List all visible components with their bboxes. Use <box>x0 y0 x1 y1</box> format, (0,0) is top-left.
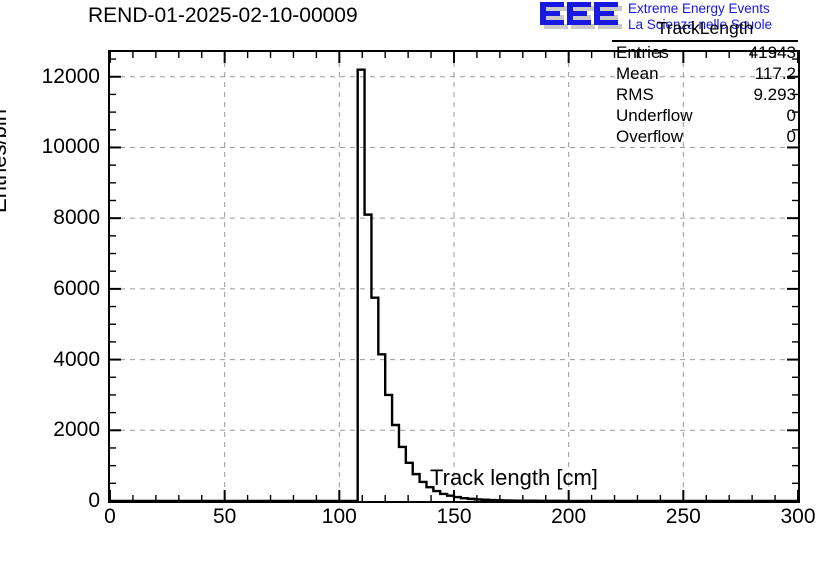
eee-logo-shadow <box>544 6 622 29</box>
stats-row-key: Underflow <box>616 106 693 125</box>
stats-row-value: 0 <box>786 106 796 125</box>
x-tick-label: 50 <box>212 505 237 528</box>
y-tick-label: 2000 <box>53 418 100 442</box>
x-tick-label: 100 <box>321 505 357 528</box>
page-title: REND-01-2025-02-10-00009 <box>88 4 358 27</box>
stats-row: Underflow 0 <box>612 105 798 126</box>
y-tick-label: 4000 <box>53 347 100 371</box>
gridlines <box>110 52 798 501</box>
stats-row: Mean 117.2 <box>612 63 798 84</box>
stats-row-value: 117.2 <box>754 64 796 83</box>
stats-row-key: RMS <box>616 85 654 104</box>
stats-row-key: Entries <box>616 43 669 62</box>
stats-row-value: 0 <box>786 127 796 146</box>
stats-box: TrackLength Entries 41943 Mean 117.2 RMS 9.29… <box>612 18 798 147</box>
x-axis-title: Track length [cm] <box>430 465 598 490</box>
stats-row: Entries 41943 <box>612 42 798 63</box>
plot-area <box>110 52 798 501</box>
x-tick-label: 200 <box>551 505 587 528</box>
eee-logo: Extreme Energy Events La Scienza nelle S… <box>540 1 836 37</box>
x-tick-label: 250 <box>665 505 701 528</box>
stats-row-key: Mean <box>616 64 659 83</box>
axis-ticks <box>110 52 798 501</box>
x-tick-label: 300 <box>780 505 816 528</box>
stats-row: Overflow 0 <box>612 126 798 147</box>
histogram-outline <box>110 68 798 501</box>
y-tick-label: 0 <box>88 489 100 512</box>
eee-logo-line1: Extreme Energy Events <box>628 1 770 16</box>
y-tick-label: 10000 <box>41 135 100 159</box>
stats-title: TrackLength <box>612 18 798 42</box>
plot-frame <box>108 50 800 503</box>
stats-row-value: 9.293 <box>753 85 796 104</box>
stats-row-value: 41943 <box>748 43 796 62</box>
eee-logo-letters <box>540 2 618 25</box>
x-tick-label: 150 <box>436 505 472 528</box>
y-tick-label: 6000 <box>53 276 100 300</box>
stats-row-key: Overflow <box>616 127 684 146</box>
eee-logo-text: Extreme Energy Events La Scienza nelle S… <box>628 1 772 33</box>
x-tick-label: 0 <box>104 505 116 528</box>
eee-logo-mark <box>540 2 622 29</box>
y-tick-label: 12000 <box>41 64 100 88</box>
stats-rows: Entries 41943 Mean 117.2 RMS 9.293 Underflow 0 O… <box>612 42 798 147</box>
stats-row: RMS 9.293 <box>612 84 798 105</box>
y-tick-label: 8000 <box>53 206 100 230</box>
eee-logo-line2: La Scienza nelle Scuole <box>628 17 773 32</box>
